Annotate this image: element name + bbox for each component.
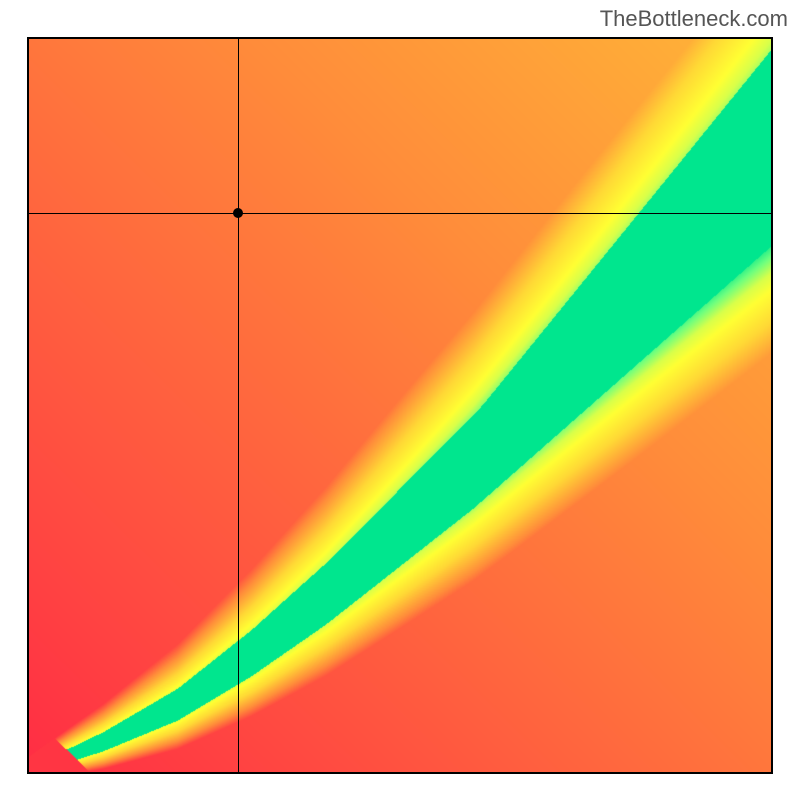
crosshair-marker <box>233 208 243 218</box>
heatmap-canvas <box>29 39 771 772</box>
root-container: TheBottleneck.com <box>0 0 800 800</box>
crosshair-horizontal <box>29 213 771 214</box>
bottleneck-heatmap <box>27 37 773 774</box>
crosshair-vertical <box>238 39 239 772</box>
watermark-text: TheBottleneck.com <box>600 6 788 32</box>
